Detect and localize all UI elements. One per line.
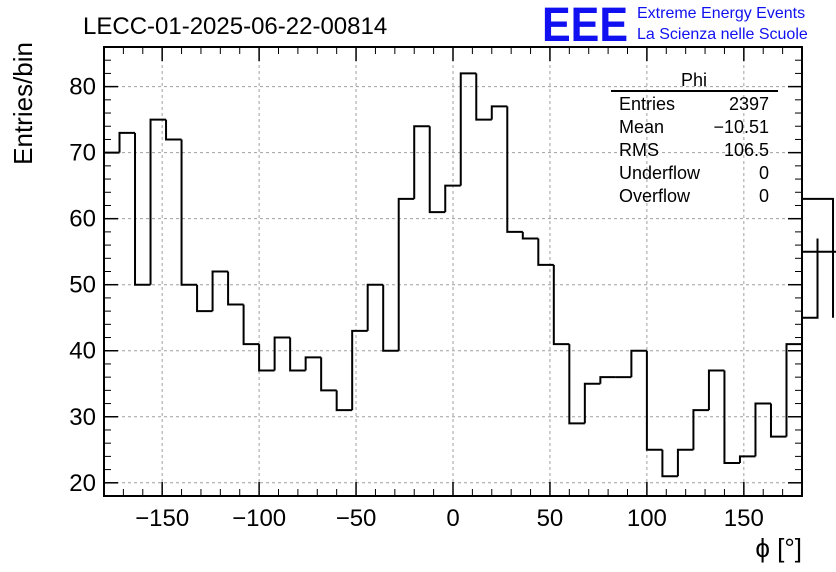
histogram-bin-3 <box>149 118 167 285</box>
axis-ticks: −150 −100 −50 0 50 100 150 20 30 40 50 60 70 80 <box>69 46 802 532</box>
histogram-bin-37 <box>676 448 694 477</box>
histogram-bin-21 <box>428 126 446 214</box>
histogram-bin-35 <box>645 350 663 451</box>
histogram-bin-2 <box>134 132 151 286</box>
y-tick-label: 30 <box>69 404 96 431</box>
eee-logo-line2: La Scienza nelle Scuole <box>637 26 808 43</box>
stats-label-underflow: Underflow <box>619 163 701 183</box>
y-axis-label: Entries/bin <box>8 42 38 165</box>
histogram-bin-13 <box>304 356 322 371</box>
histogram-bin-27 <box>521 231 539 240</box>
x-tick-label: 50 <box>537 505 564 532</box>
histogram-bin-15 <box>335 390 353 412</box>
stats-value-overflow: 0 <box>759 186 769 206</box>
histogram-bin-43 <box>769 403 787 438</box>
histogram-bin-48 <box>802 250 836 253</box>
histogram-bin-23 <box>459 72 477 186</box>
stats-box-title: Phi <box>681 70 707 90</box>
stats-value-rms: 106.5 <box>724 140 769 160</box>
x-tick-label: −100 <box>232 505 286 532</box>
stats-label-rms: RMS <box>619 140 659 160</box>
eee-logo: EEE Extreme Energy Events La Scienza nel… <box>542 0 808 52</box>
histogram-bin-41 <box>738 455 756 463</box>
histogram-bin-42 <box>754 402 771 457</box>
histogram-bin-47 <box>802 197 835 318</box>
histogram-bin-7 <box>211 270 229 312</box>
x-tick-label: 150 <box>724 505 764 532</box>
stats-label-entries: Entries <box>619 94 675 114</box>
histogram-bin-28 <box>537 238 554 266</box>
stats-value-mean: −10.51 <box>713 117 769 137</box>
histogram-bin-4 <box>165 119 182 141</box>
histogram-bin-38 <box>692 409 709 450</box>
y-tick-label: 60 <box>69 206 96 233</box>
histogram-bin-5 <box>180 139 198 286</box>
eee-logo-line1: Extreme Energy Events <box>637 5 805 22</box>
histogram-bin-25 <box>490 105 508 120</box>
histogram-bin-10 <box>258 344 275 372</box>
chart-title: LECC-01-2025-06-22-00814 <box>83 13 387 40</box>
y-tick-label: 80 <box>69 74 96 101</box>
eee-logo-mark: EEE <box>542 0 628 52</box>
histogram-bin-18 <box>382 284 399 352</box>
histogram-bin-1 <box>118 131 136 153</box>
y-tick-label: 70 <box>69 140 96 167</box>
histogram-bin-46 <box>802 238 819 319</box>
x-axis-label: ϕ [°] <box>755 533 802 563</box>
x-tick-label: −150 <box>135 505 189 532</box>
histogram-bin-31 <box>583 382 601 424</box>
histogram-bin-19 <box>397 197 415 351</box>
y-tick-label: 50 <box>69 272 96 299</box>
histogram-bin-20 <box>413 125 430 199</box>
stats-label-overflow: Overflow <box>619 186 691 206</box>
histogram-bin-11 <box>273 336 291 371</box>
histogram-bin-29 <box>552 264 570 346</box>
histogram-bin-24 <box>475 73 492 121</box>
x-tick-label: −50 <box>336 505 377 532</box>
y-tick-label: 40 <box>69 338 96 365</box>
grid-lines <box>104 47 802 496</box>
stats-label-mean: Mean <box>619 117 664 137</box>
histogram-bin-8 <box>227 271 244 306</box>
histogram-bin-17 <box>366 283 384 331</box>
histogram-bin-22 <box>444 184 461 213</box>
histogram-bin-39 <box>707 369 725 411</box>
histogram-bin-6 <box>196 284 213 313</box>
histogram-bin-9 <box>242 304 260 346</box>
histogram-bin-36 <box>661 449 678 478</box>
stats-value-entries: 2397 <box>729 94 769 114</box>
histogram-bin-30 <box>568 344 585 425</box>
stats-box: Phi Entries 2397 Mean −10.51 RMS 106.5 U… <box>611 70 778 206</box>
histogram-bin-16 <box>351 329 368 411</box>
histogram-bin-12 <box>289 337 306 372</box>
x-tick-label: 100 <box>627 505 667 532</box>
histogram-bin-32 <box>599 376 616 384</box>
stats-value-underflow: 0 <box>759 163 769 183</box>
histogram-bin-44 <box>785 343 802 437</box>
x-tick-label: 0 <box>446 505 459 532</box>
histogram-bin-40 <box>723 370 740 464</box>
histogram-bin-26 <box>506 106 523 233</box>
histogram-bin-14 <box>320 357 337 392</box>
y-tick-label: 20 <box>69 470 96 497</box>
histogram-bin-34 <box>630 349 647 378</box>
